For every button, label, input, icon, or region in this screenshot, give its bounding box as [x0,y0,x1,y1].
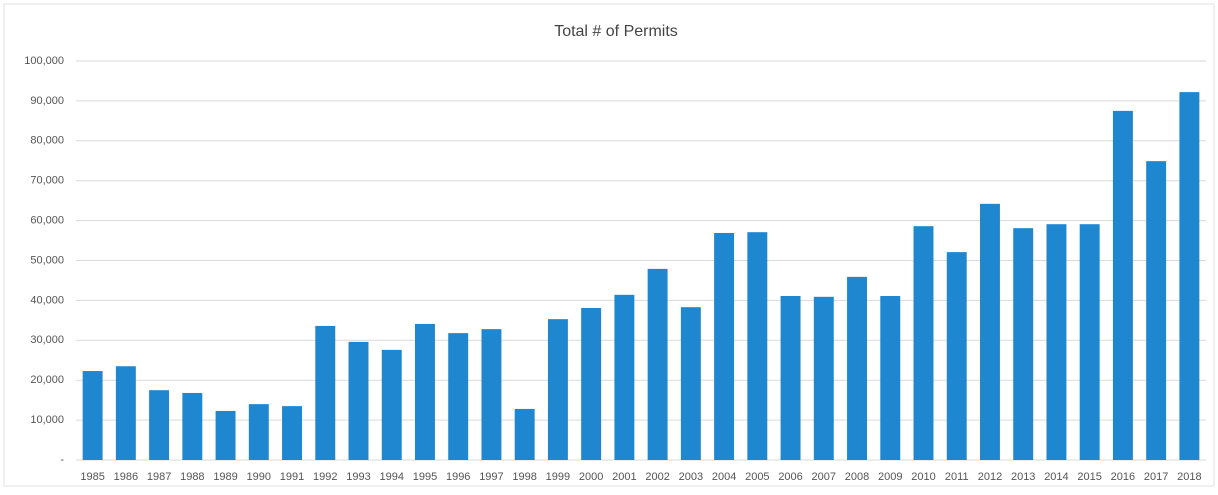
x-tick-label: 2003 [679,471,703,483]
y-tick-label: 90,000 [30,95,64,107]
bar [913,226,934,460]
bar [946,252,967,460]
x-tick-label: 1989 [213,471,237,483]
bar [780,296,801,460]
x-tick-label: 1990 [247,471,271,483]
x-tick-label: 2001 [612,471,636,483]
bar [481,329,502,460]
x-tick-label: 2006 [778,471,802,483]
bar [415,323,435,460]
bar [1013,228,1034,460]
bar [647,268,668,460]
y-tick-label: 100,000 [24,55,64,67]
x-tick-label: 2014 [1044,471,1068,483]
bar [82,371,103,460]
bar [880,296,901,460]
bar [1046,224,1067,460]
y-tick-label: 80,000 [30,135,64,147]
x-tick-label: 2005 [745,471,769,483]
bar [315,325,336,460]
bar [182,392,203,460]
x-tick-label: 1992 [313,471,337,483]
bar [847,276,867,460]
x-tick-label: 1985 [80,471,104,483]
x-tick-label: 1996 [446,471,470,483]
bar [614,294,635,460]
bar [215,410,236,460]
x-tick-label: 2008 [845,471,869,483]
x-tick-label: 2018 [1177,471,1201,483]
y-tick-label: 10,000 [30,414,64,426]
bar [747,232,768,460]
y-tick-label: 60,000 [30,215,64,227]
x-tick-label: 1991 [280,471,304,483]
bar [282,406,302,460]
bar [514,408,535,460]
bar [1146,161,1167,461]
x-tick-label: 2009 [878,471,902,483]
x-tick-label: 2004 [712,471,736,483]
bar [581,307,602,460]
x-tick-label: 2012 [978,471,1002,483]
x-tick-label: 1993 [346,471,370,483]
bar [1112,110,1133,460]
x-tick-label: 2002 [645,471,669,483]
bar [547,319,568,460]
x-tick-label: 1994 [379,471,403,483]
bar [115,366,136,460]
bar [1079,224,1100,460]
bar [348,341,369,460]
bar [980,203,1000,461]
y-tick-label: 70,000 [30,175,64,187]
x-tick-label: 1988 [180,471,204,483]
y-tick-label: - [60,454,64,466]
bar [680,307,701,460]
y-tick-label: 40,000 [30,294,64,306]
y-tick-label: 20,000 [30,374,64,386]
bar [813,296,834,460]
bar [1179,92,1200,460]
x-tick-label: 1987 [147,471,171,483]
bar [149,390,170,460]
bar [381,349,402,460]
x-tick-label: 1995 [413,471,437,483]
chart-title: Total # of Permits [554,23,678,40]
bar [248,404,269,460]
x-tick-label: 2011 [945,471,969,483]
y-tick-label: 30,000 [30,334,64,346]
x-tick-label: 2015 [1077,471,1101,483]
x-tick-label: 1998 [512,471,536,483]
x-tick-label: 2013 [1011,471,1035,483]
x-tick-label: 2007 [812,471,836,483]
x-tick-label: 2017 [1144,471,1168,483]
x-tick-label: 2010 [911,471,935,483]
bar [714,232,735,460]
x-tick-label: 1997 [479,471,503,483]
x-tick-label: 2000 [579,471,603,483]
bar [448,333,469,460]
x-tick-label: 1986 [114,471,138,483]
x-tick-label: 1999 [546,471,570,483]
y-tick-label: 50,000 [30,254,64,266]
x-tick-label: 2016 [1111,471,1135,483]
chart-frame [3,3,1215,487]
